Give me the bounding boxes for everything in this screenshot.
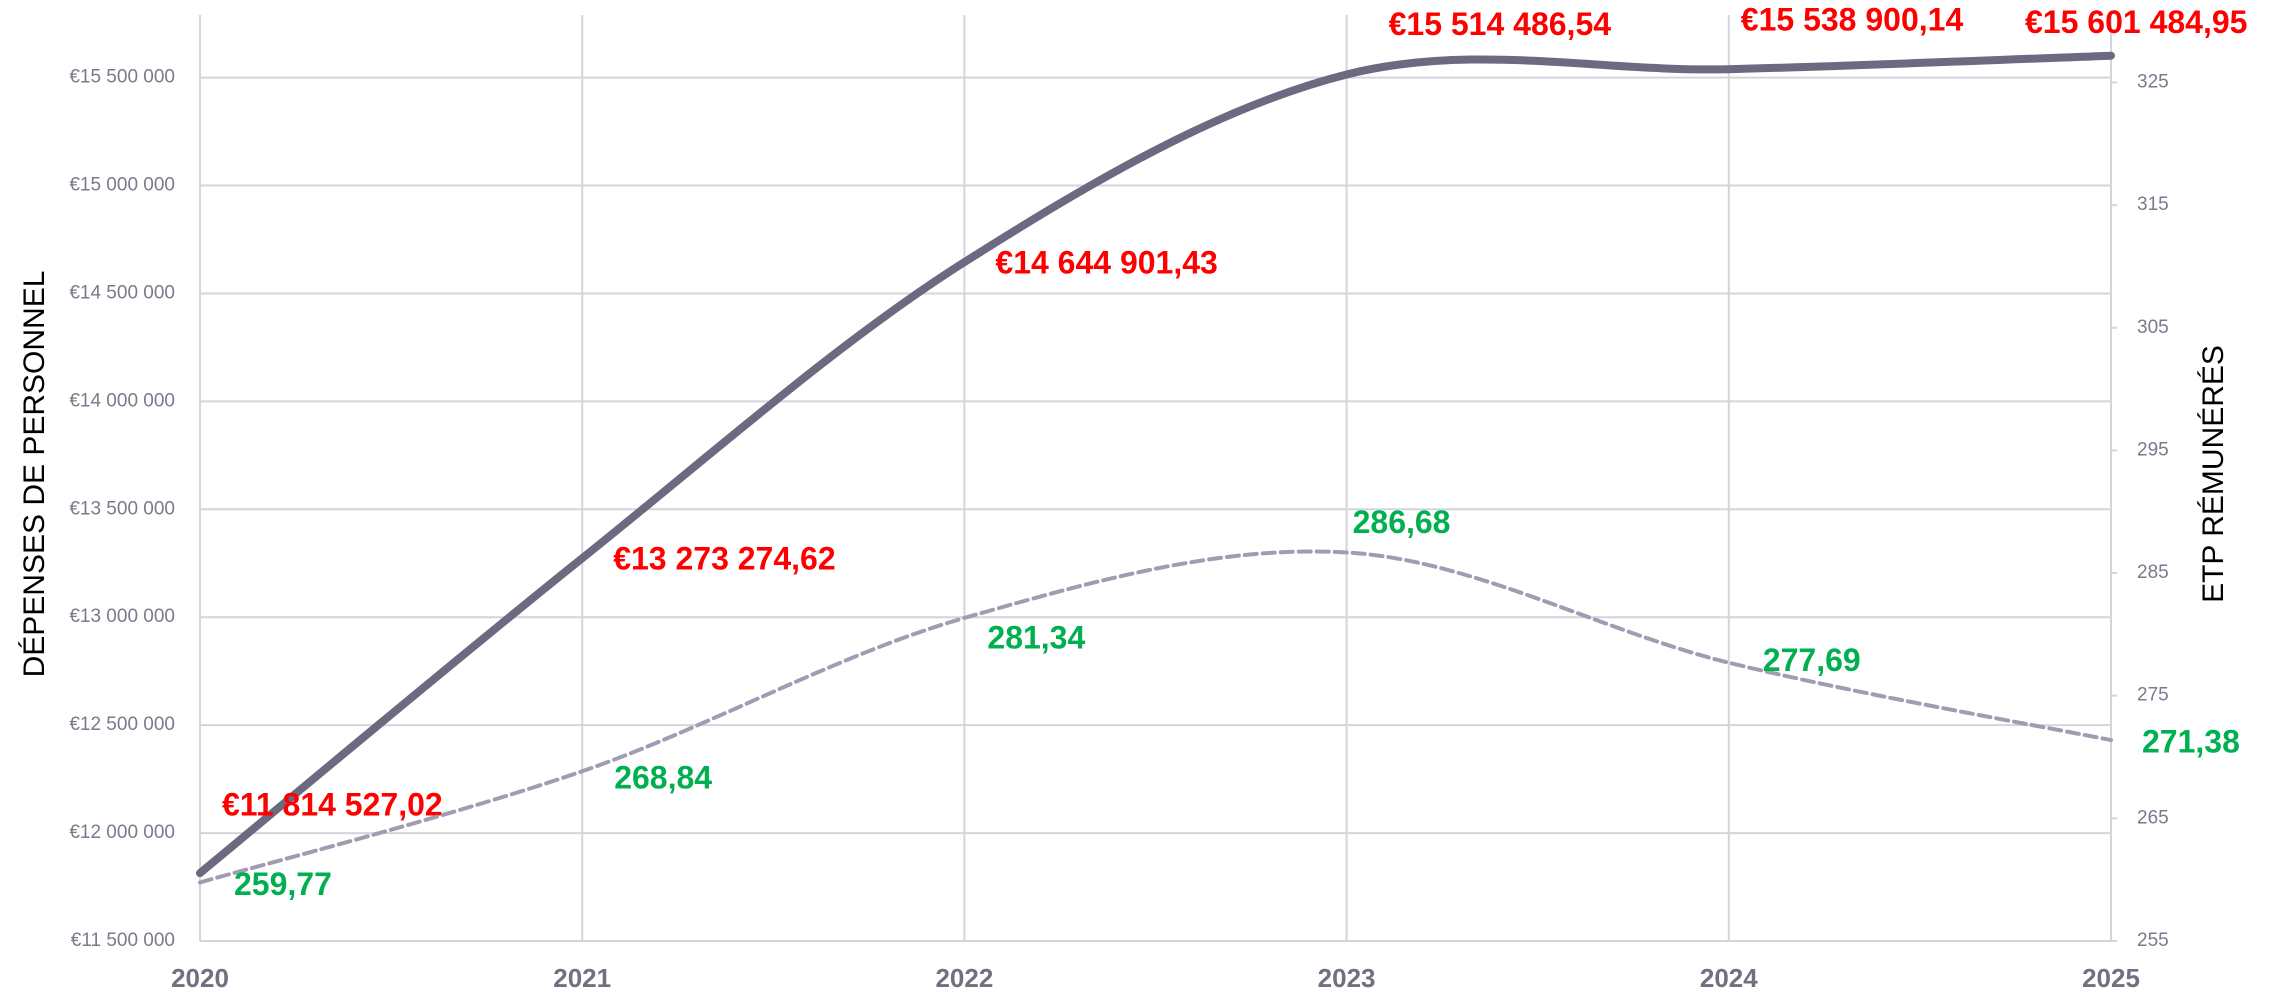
- y2-tick-label: 305: [2137, 317, 2169, 338]
- y-tick-label: €12 000 000: [69, 822, 175, 843]
- data-label: €15 514 486,54: [1389, 6, 1612, 42]
- y-axis-title: DÉPENSES DE PERSONNEL: [18, 271, 51, 678]
- data-label: 271,38: [2142, 724, 2240, 760]
- y-tick-label: €13 000 000: [69, 606, 175, 627]
- y2-tick-label: 265: [2137, 807, 2169, 828]
- x-tick-label: 2025: [2082, 963, 2140, 993]
- data-label: €15 601 484,95: [2025, 4, 2247, 40]
- data-label: 281,34: [987, 619, 1085, 655]
- data-label: €14 644 901,43: [995, 245, 1217, 281]
- x-tick-label: 2021: [553, 963, 611, 993]
- y2-tick-label: 295: [2137, 439, 2169, 460]
- data-label: €13 273 274,62: [613, 541, 835, 577]
- y2-tick-label: 275: [2137, 685, 2169, 706]
- series-line: [198, 549, 2113, 885]
- y-tick-label: €12 500 000: [69, 714, 175, 735]
- y2-tick-label: 285: [2137, 562, 2169, 583]
- y2-tick-label: 315: [2137, 194, 2169, 215]
- data-label: 259,77: [234, 866, 332, 902]
- x-tick-label: 2023: [1318, 963, 1376, 993]
- y2-tick-label: 255: [2137, 930, 2169, 951]
- x-tick-label: 2024: [1700, 963, 1758, 993]
- y-tick-label: €14 000 000: [69, 390, 175, 411]
- x-tick-label: 2022: [935, 963, 993, 993]
- y-tick-label: €14 500 000: [69, 282, 175, 303]
- data-label: €11 814 527,02: [222, 787, 443, 823]
- x-tick-label: 2020: [171, 963, 229, 993]
- y-tick-label: €13 500 000: [69, 498, 175, 519]
- y-tick-label: €11 500 000: [71, 930, 175, 951]
- data-label: €15 538 900,14: [1741, 2, 1964, 38]
- data-label: 286,68: [1353, 504, 1451, 540]
- data-label: 277,69: [1763, 642, 1861, 678]
- series-line: [196, 51, 2115, 878]
- y-tick-label: €15 500 000: [69, 67, 175, 88]
- y2-axis-title: ETP RÉMUNÉRÉS: [2197, 345, 2230, 603]
- data-label: 268,84: [614, 760, 712, 796]
- y2-tick-label: 325: [2137, 71, 2169, 92]
- y-tick-label: €15 000 000: [69, 175, 175, 196]
